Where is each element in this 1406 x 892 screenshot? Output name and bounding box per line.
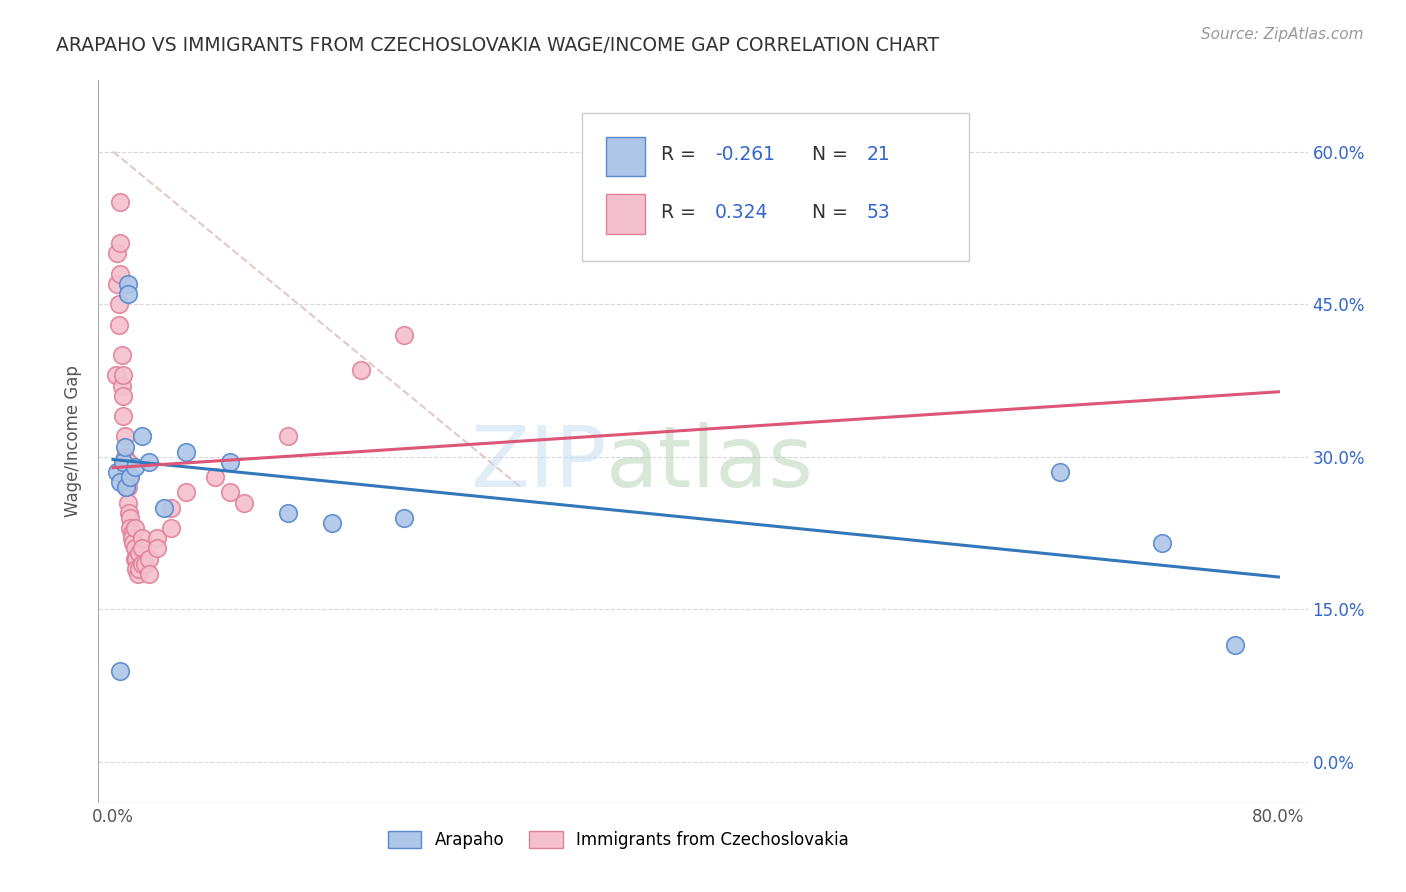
Point <box>105 246 128 260</box>
Point <box>138 566 160 581</box>
Point <box>127 566 149 581</box>
Point <box>124 541 146 556</box>
Point <box>117 277 139 291</box>
Point <box>120 521 142 535</box>
Point <box>117 470 139 484</box>
Bar <box>606 136 645 177</box>
Point <box>117 495 139 509</box>
Point <box>128 562 150 576</box>
Point <box>394 511 416 525</box>
Point <box>112 409 135 423</box>
Point <box>218 455 240 469</box>
Point <box>134 557 156 571</box>
Point <box>128 546 150 560</box>
Point <box>115 480 138 494</box>
Point <box>117 287 139 301</box>
Text: 0.324: 0.324 <box>716 203 769 222</box>
Point <box>1223 638 1246 652</box>
Point <box>111 378 134 392</box>
Text: 53: 53 <box>866 203 890 222</box>
Point <box>153 500 176 515</box>
Legend: Arapaho, Immigrants from Czechoslovakia: Arapaho, Immigrants from Czechoslovakia <box>381 824 855 856</box>
Point <box>131 557 153 571</box>
Point <box>117 455 139 469</box>
Point <box>110 236 132 251</box>
Point <box>122 536 145 550</box>
Point <box>160 500 183 515</box>
Point <box>120 511 142 525</box>
Point <box>124 521 146 535</box>
Point <box>350 363 373 377</box>
Y-axis label: Wage/Income Gap: Wage/Income Gap <box>65 366 83 517</box>
Point <box>218 485 240 500</box>
Point <box>110 664 132 678</box>
Point <box>131 531 153 545</box>
Point <box>105 277 128 291</box>
Point <box>121 526 143 541</box>
Point <box>124 551 146 566</box>
Point <box>108 297 131 311</box>
Point <box>121 531 143 545</box>
Point <box>277 506 299 520</box>
Text: Source: ZipAtlas.com: Source: ZipAtlas.com <box>1201 27 1364 42</box>
Point <box>104 368 127 383</box>
Text: N =: N = <box>811 203 853 222</box>
Text: R =: R = <box>661 145 702 164</box>
Text: -0.261: -0.261 <box>716 145 775 164</box>
Point <box>174 485 197 500</box>
Point <box>114 470 136 484</box>
Point <box>125 562 148 576</box>
Point <box>118 506 141 520</box>
Point <box>114 429 136 443</box>
Text: ZIP: ZIP <box>470 422 606 505</box>
FancyBboxPatch shape <box>582 112 969 260</box>
Point <box>160 521 183 535</box>
Point <box>114 440 136 454</box>
Point <box>111 348 134 362</box>
Point <box>131 541 153 556</box>
Point <box>233 495 256 509</box>
Text: atlas: atlas <box>606 422 814 505</box>
Point <box>138 551 160 566</box>
Point <box>112 368 135 383</box>
Point <box>204 470 226 484</box>
Point <box>108 318 131 332</box>
Point <box>394 327 416 342</box>
Point <box>110 195 132 210</box>
Text: N =: N = <box>811 145 853 164</box>
Point <box>277 429 299 443</box>
Text: R =: R = <box>661 203 702 222</box>
Point <box>114 450 136 464</box>
Text: 21: 21 <box>866 145 890 164</box>
Point <box>120 470 142 484</box>
Bar <box>606 194 645 235</box>
Point <box>1049 465 1071 479</box>
Point <box>125 551 148 566</box>
Point <box>131 429 153 443</box>
Point <box>117 480 139 494</box>
Point <box>112 455 135 469</box>
Point <box>1150 536 1173 550</box>
Point <box>115 465 138 479</box>
Point <box>115 480 138 494</box>
Point <box>321 516 343 530</box>
Point <box>145 531 167 545</box>
Point <box>138 455 160 469</box>
Point <box>124 460 146 475</box>
Point <box>110 475 132 490</box>
Point <box>110 267 132 281</box>
Point <box>105 465 128 479</box>
Point <box>145 541 167 556</box>
Point <box>174 444 197 458</box>
Text: ARAPAHO VS IMMIGRANTS FROM CZECHOSLOVAKIA WAGE/INCOME GAP CORRELATION CHART: ARAPAHO VS IMMIGRANTS FROM CZECHOSLOVAKI… <box>56 36 939 54</box>
Point <box>112 389 135 403</box>
